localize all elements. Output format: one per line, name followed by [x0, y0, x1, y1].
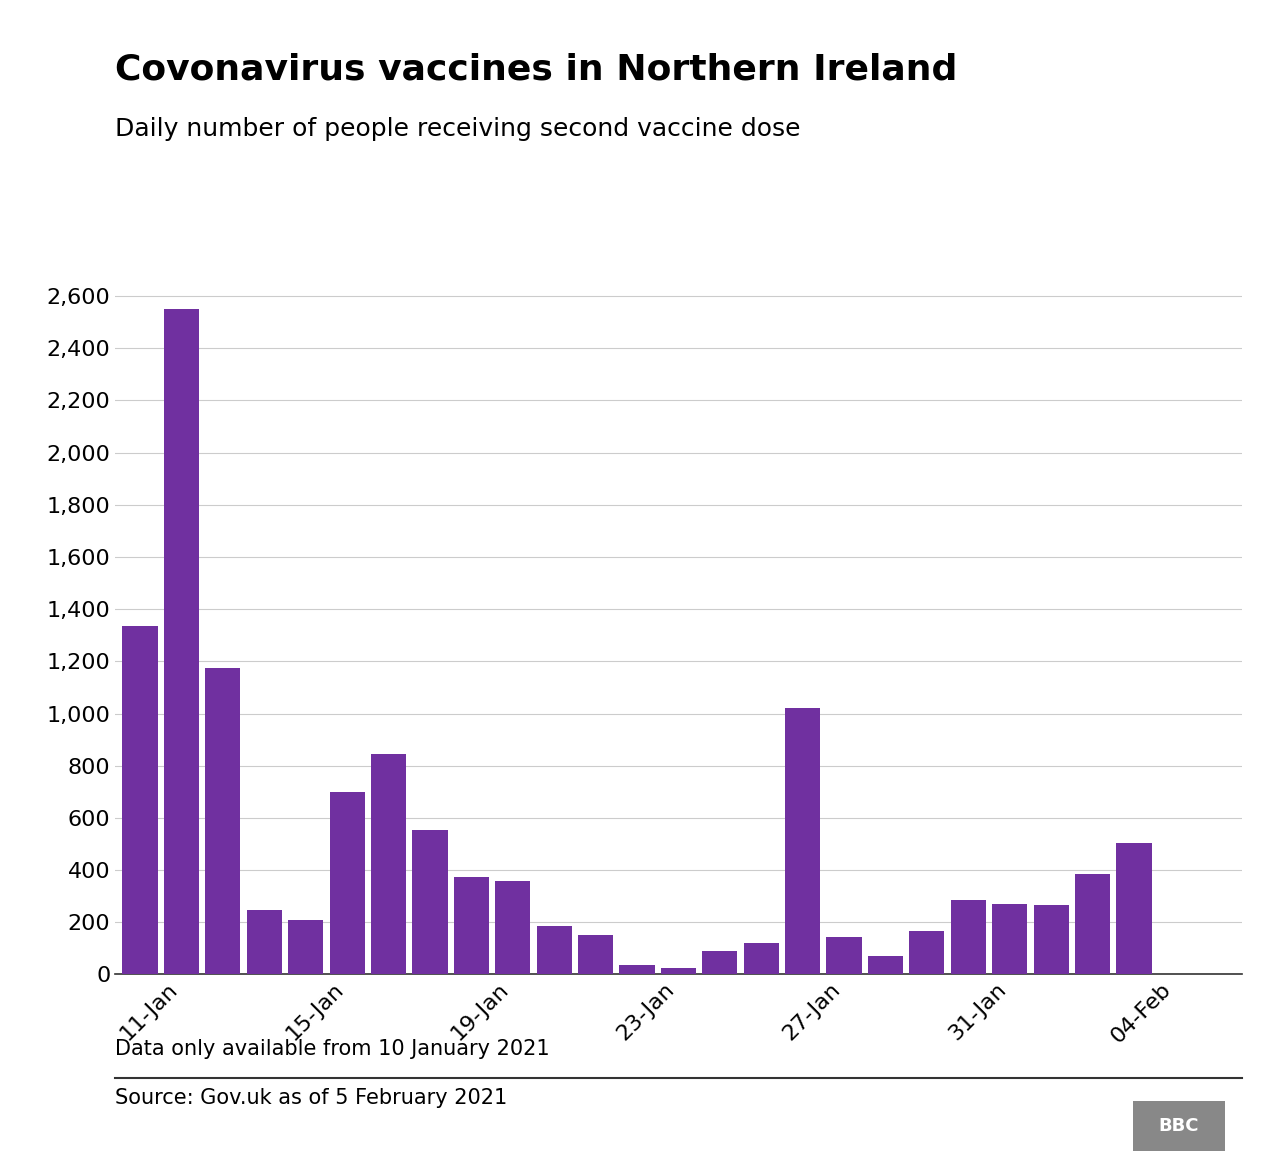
Bar	[620, 965, 654, 974]
Bar	[579, 936, 613, 974]
Bar	[123, 626, 157, 974]
Bar	[412, 830, 448, 974]
Bar	[909, 931, 945, 974]
Text: Source: Gov.uk as of 5 February 2021: Source: Gov.uk as of 5 February 2021	[115, 1088, 507, 1108]
Bar	[785, 708, 820, 974]
Bar	[247, 910, 282, 974]
Text: Data only available from 10 January 2021: Data only available from 10 January 2021	[115, 1039, 550, 1059]
Bar	[1033, 905, 1069, 974]
Bar	[868, 956, 904, 974]
Bar	[660, 967, 696, 974]
Bar	[827, 937, 861, 974]
Bar	[205, 668, 241, 974]
Bar	[329, 791, 365, 974]
Text: Daily number of people receiving second vaccine dose: Daily number of people receiving second …	[115, 117, 801, 141]
Text: Covonavirus vaccines in Northern Ireland: Covonavirus vaccines in Northern Ireland	[115, 53, 957, 87]
Bar	[1116, 843, 1152, 974]
Bar	[536, 926, 572, 974]
Bar	[288, 919, 324, 974]
Bar	[371, 754, 406, 974]
Bar	[164, 309, 200, 974]
Bar	[495, 880, 530, 974]
Bar	[1075, 873, 1110, 974]
Text: BBC: BBC	[1158, 1116, 1199, 1135]
Bar	[992, 904, 1028, 974]
Bar	[703, 951, 737, 974]
Bar	[951, 900, 986, 974]
Bar	[453, 877, 489, 974]
Bar	[744, 943, 778, 974]
